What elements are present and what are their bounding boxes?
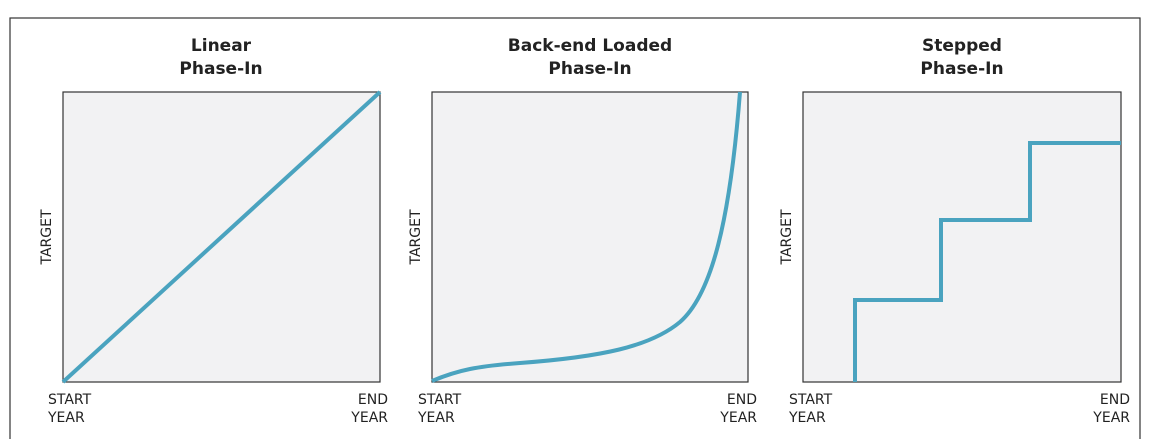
x-start-label: YEAR: [788, 410, 826, 426]
y-label: TARGET: [408, 209, 424, 265]
x-start-label: START: [789, 392, 833, 408]
panel-title: Phase-In: [920, 59, 1003, 79]
curve: [61, 90, 382, 384]
panel-title: Phase-In: [179, 59, 262, 79]
x-start-label: YEAR: [417, 410, 455, 426]
panel: Linear Phase-In TARGET START YEAR END YE…: [39, 36, 388, 426]
frame: [9, 17, 1141, 439]
panel-title: Phase-In: [548, 59, 631, 79]
x-end-label: END: [1100, 392, 1130, 408]
y-label: TARGET: [779, 209, 795, 265]
panel-title: Linear: [191, 36, 252, 56]
x-start-label: YEAR: [47, 410, 85, 426]
plot-area: [802, 91, 1122, 383]
curve: [853, 141, 1121, 382]
x-end-label: YEAR: [719, 410, 757, 426]
x-start-label: START: [48, 392, 92, 408]
panel: Stepped Phase-In TARGET START YEAR END Y…: [779, 36, 1130, 426]
plot-area: [431, 91, 749, 383]
x-start-label: START: [418, 392, 462, 408]
panel-title: Stepped: [922, 36, 1002, 56]
panel: Back-end Loaded Phase-In TARGET START YE…: [408, 36, 757, 426]
y-label: TARGET: [39, 209, 55, 265]
x-end-label: YEAR: [350, 410, 388, 426]
x-end-label: YEAR: [1092, 410, 1130, 426]
x-end-label: END: [727, 392, 757, 408]
panel-title: Back-end Loaded: [508, 36, 672, 56]
x-end-label: END: [358, 392, 388, 408]
curve: [431, 91, 742, 383]
